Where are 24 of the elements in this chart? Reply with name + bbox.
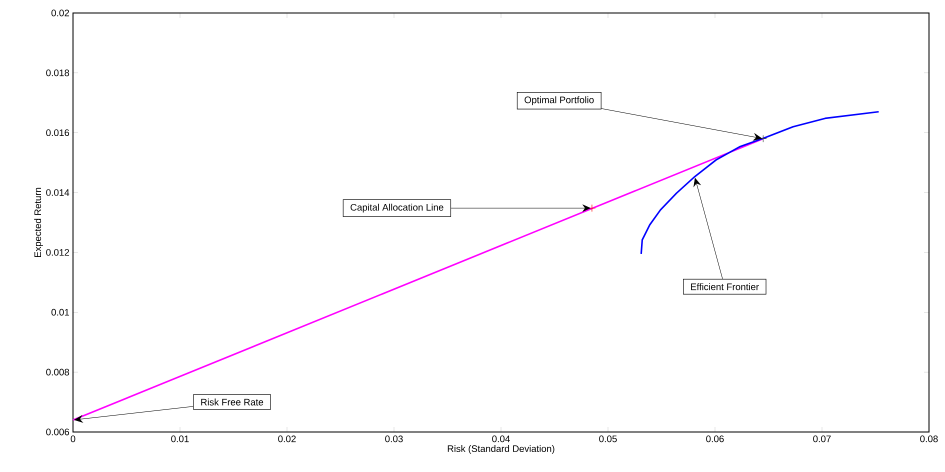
y-tick-label: 0.02 <box>51 10 70 16</box>
y-tick-label: 0.012 <box>46 249 70 256</box>
x-tick-label: 0.01 <box>171 436 189 442</box>
y-tick-label: 0.014 <box>46 189 70 196</box>
x-tick-label: 0.05 <box>599 436 617 442</box>
x-tick-label: 0.02 <box>278 436 296 442</box>
x-tick-label: 0.04 <box>492 436 510 442</box>
x-tick-label: 0.03 <box>385 436 403 442</box>
x-axis-title: Risk (Standard Deviation) <box>448 445 554 454</box>
y-tick-label: 0.006 <box>46 428 70 436</box>
x-tick-label: 0.06 <box>706 436 724 442</box>
line-series <box>640 110 880 255</box>
y-axis-title: Expected Return <box>34 188 43 257</box>
y-tick-label: 0.01 <box>51 308 70 316</box>
annotation: Optimal Portfolio <box>524 96 594 106</box>
y-tick-label: 0.018 <box>46 69 70 76</box>
x-tick-label: 0 <box>70 436 76 442</box>
annotation: Capital Allocation Line <box>350 204 444 213</box>
x-tick-label: 0.07 <box>813 436 831 442</box>
y-tick-label: 0.008 <box>46 368 70 376</box>
annotation: Efficient Frontier <box>691 283 759 290</box>
x-tick-label: 0.08 <box>920 436 938 442</box>
annotation: Risk Free Rate <box>201 398 264 406</box>
y-tick-label: 0.016 <box>46 129 70 136</box>
